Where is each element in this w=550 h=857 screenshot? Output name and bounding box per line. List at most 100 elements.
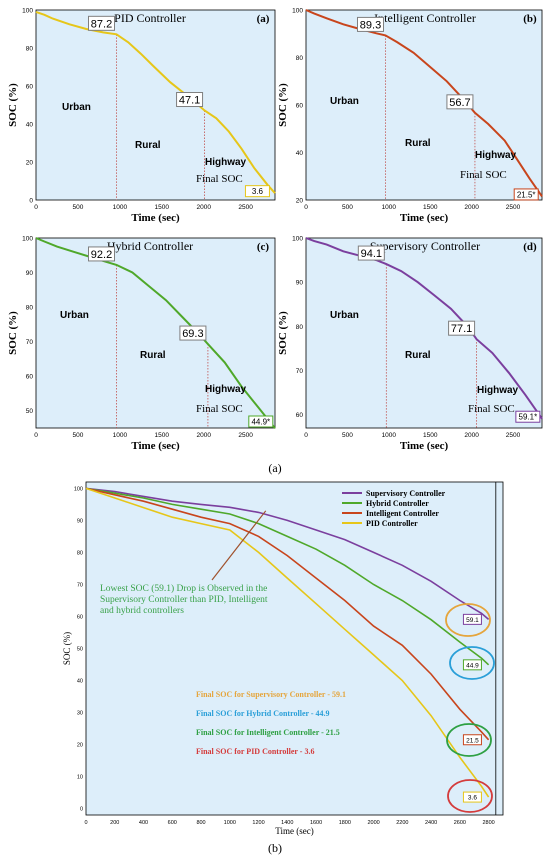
x-tick-label: 1600 xyxy=(310,820,322,826)
x-tick-label: 0 xyxy=(304,432,308,439)
x-tick-label: 1500 xyxy=(423,432,438,439)
series-line-1 xyxy=(85,487,490,621)
x-tick-label: 2500 xyxy=(238,432,253,439)
y-tick-label: 80 xyxy=(26,46,34,53)
annotation-label: 92.2 xyxy=(91,249,112,261)
final-soc-note: Final SOC for Intelligent Controller - 2… xyxy=(196,728,340,737)
annotation-label: 47.1 xyxy=(179,95,200,107)
x-tick-label: 1000 xyxy=(382,204,397,211)
y-axis-label: SOC (%) xyxy=(62,632,72,665)
y-tick-label: 80 xyxy=(26,305,34,312)
x-tick-label: 500 xyxy=(342,204,353,211)
caption-top: (a) xyxy=(268,461,281,475)
legend-entry: PID Controller xyxy=(366,519,418,528)
legend-entry: Supervisory Controller xyxy=(366,489,446,498)
y-tick-label: 40 xyxy=(26,122,34,129)
callout-arrow xyxy=(211,510,267,581)
y-tick-label: 30 xyxy=(77,711,83,717)
x-tick-label: 1000 xyxy=(113,432,128,439)
plot-area xyxy=(35,9,276,201)
annotation-box xyxy=(88,246,116,262)
x-tick-label: 2200 xyxy=(396,820,408,826)
x-tick-label: 0 xyxy=(34,432,38,439)
callout-text: Supervisory Controller than PID, Intelli… xyxy=(100,595,268,605)
caption-bottom: (b) xyxy=(268,841,282,855)
x-tick-label: 2500 xyxy=(238,204,253,211)
annotation-box xyxy=(356,16,384,32)
zone-label: Highway xyxy=(205,384,247,395)
annotation-box xyxy=(446,94,474,110)
x-tick-label: 1400 xyxy=(281,820,293,826)
y-tick-label: 60 xyxy=(296,412,304,419)
final-soc-label: Final SOC xyxy=(196,403,243,415)
series-line-3 xyxy=(85,487,490,741)
x-tick-label: 2400 xyxy=(425,820,437,826)
y-tick-label: 60 xyxy=(77,614,83,620)
final-soc-note: Final SOC for PID Controller - 3.6 xyxy=(196,747,314,756)
x-tick-label: 1500 xyxy=(155,204,170,211)
x-tick-label: 1800 xyxy=(339,820,351,826)
y-tick-label: 70 xyxy=(77,582,83,588)
annotation-box xyxy=(462,659,482,671)
panel-label: (c) xyxy=(257,241,270,253)
annotation-label: 44.9 xyxy=(466,662,479,669)
x-tick-label: 1500 xyxy=(155,432,170,439)
y-tick-label: 60 xyxy=(26,84,34,91)
annotation-label: 3.6 xyxy=(468,795,477,802)
plot-area xyxy=(305,9,543,201)
annotation-label: 59.1 xyxy=(466,617,479,624)
x-tick-label: 800 xyxy=(196,820,205,826)
y-tick-label: 100 xyxy=(74,486,83,492)
final-soc-label: Final SOC xyxy=(468,403,515,415)
annotation-box xyxy=(515,410,541,423)
legend-entry: Intelligent Controller xyxy=(366,509,439,518)
x-tick-label: 2500 xyxy=(506,432,521,439)
highlight-circle xyxy=(446,723,492,757)
annotation-box xyxy=(248,415,274,428)
y-tick-label: 50 xyxy=(26,408,34,415)
y-tick-label: 100 xyxy=(292,8,303,15)
annotation-label: 56.7 xyxy=(449,97,470,109)
series-line xyxy=(35,10,276,194)
y-tick-label: 0 xyxy=(80,807,83,813)
y-axis-label: SOC (%) xyxy=(7,83,19,127)
plot-area xyxy=(35,237,276,429)
final-soc-note: Final SOC for Supervisory Controller - 5… xyxy=(196,690,346,699)
highlight-circle xyxy=(447,779,493,813)
annotation-label: 87.2 xyxy=(91,18,112,30)
x-tick-label: 600 xyxy=(168,820,177,826)
x-tick-label: 2000 xyxy=(196,204,211,211)
series-line-2 xyxy=(85,487,490,666)
x-axis-label: Time (sec) xyxy=(400,212,449,224)
zone-label: Urban xyxy=(60,310,89,321)
zone-label: Rural xyxy=(405,138,431,149)
x-tick-label: 0 xyxy=(84,820,87,826)
y-tick-label: 90 xyxy=(26,270,34,277)
y-tick-label: 20 xyxy=(26,160,34,167)
y-tick-label: 50 xyxy=(77,647,83,653)
panel-d-supervisory: 0 500 1000 1500 2000 2500 60 70 80 90 100 Time (sec… xyxy=(277,236,543,452)
annotation-label: 21.5 xyxy=(466,737,479,744)
combined-chart: 0 200 400 600 800 1000 1200 1400 1600 1800 2000 220… xyxy=(62,481,504,836)
y-tick-label: 90 xyxy=(296,280,304,287)
x-tick-label: 500 xyxy=(73,204,84,211)
final-soc-note: Final SOC for Hybrid Controller - 44.9 xyxy=(196,709,330,718)
annotation-label: 59.1* xyxy=(519,413,538,422)
annotation-label: 3.6 xyxy=(252,187,264,196)
series-line-4 xyxy=(85,487,490,798)
chart-title: Intelligent Controller xyxy=(374,11,476,25)
annotation-box xyxy=(357,245,385,261)
panel-label: (d) xyxy=(523,241,537,253)
x-tick-label: 2000 xyxy=(464,432,479,439)
series-line xyxy=(305,237,543,420)
x-axis-label: Time (sec) xyxy=(275,826,313,836)
annotation-label: 44.9* xyxy=(251,418,270,427)
annotation-box xyxy=(448,320,476,336)
y-tick-label: 20 xyxy=(296,198,304,205)
annotation-box xyxy=(244,185,270,198)
y-tick-label: 20 xyxy=(77,743,83,749)
x-tick-label: 2500 xyxy=(506,204,521,211)
y-tick-label: 70 xyxy=(296,368,304,375)
y-tick-label: 60 xyxy=(296,103,304,110)
annotation-box xyxy=(462,613,482,625)
